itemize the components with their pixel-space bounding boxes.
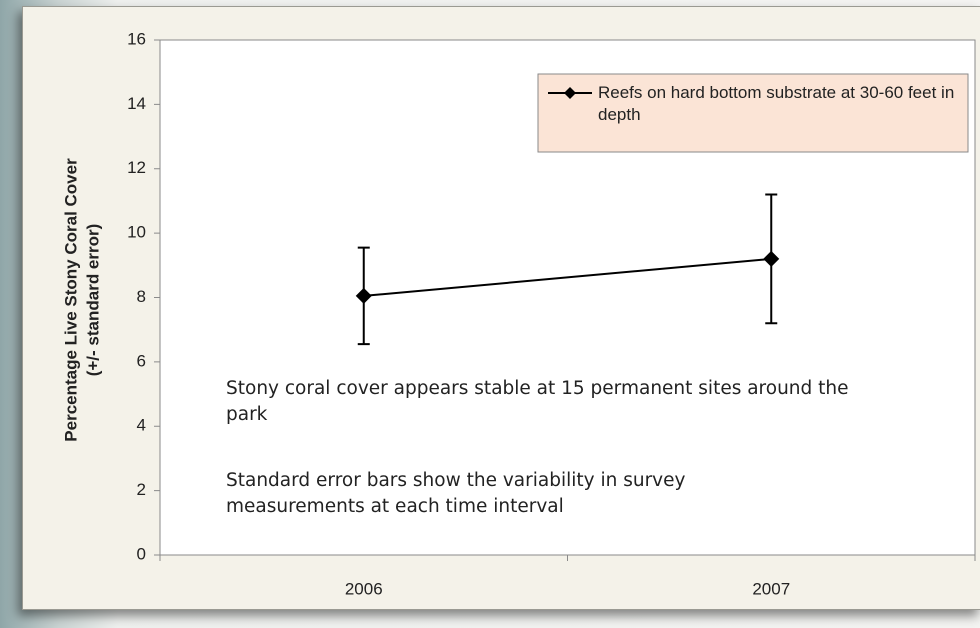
y-tick-label: 8	[137, 287, 146, 306]
y-tick-label: 14	[127, 94, 146, 113]
x-tick-label: 2007	[752, 579, 790, 598]
x-tick-label: 2006	[345, 579, 383, 598]
y-tick-label: 2	[137, 480, 146, 499]
annotation: Stony coral cover appears stable at 15 p…	[226, 376, 886, 428]
y-axis-label: (+/- standard error)	[83, 224, 102, 377]
y-tick-label: 16	[127, 29, 146, 48]
y-tick-label: 0	[137, 544, 146, 563]
y-tick-label: 10	[127, 223, 146, 242]
y-tick-label: 4	[137, 416, 146, 435]
legend-label: Reefs on hard bottom substrate at 30-60 …	[598, 82, 968, 126]
y-axis-label: Percentage Live Stony Coral Cover	[61, 158, 80, 442]
y-tick-label: 6	[137, 351, 146, 370]
page: {"chart_data": {"type": "line", "y_label…	[0, 0, 980, 628]
annotation: Standard error bars show the variability…	[226, 468, 826, 520]
y-tick-label: 12	[127, 158, 146, 177]
